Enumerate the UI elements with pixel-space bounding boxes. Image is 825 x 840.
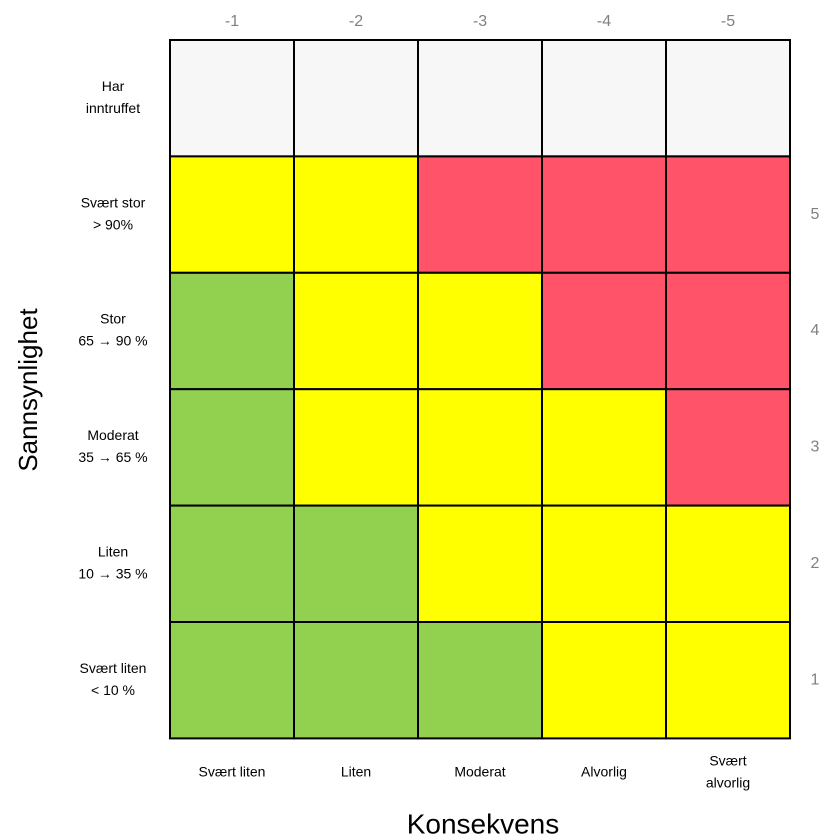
column-number: -5 [721,13,735,30]
y-axis-title: Sannsynlighet [13,308,43,472]
cell [293,155,419,274]
row-label: Har [102,78,125,94]
column-number: -3 [473,13,487,30]
row-label: Liten [98,544,128,560]
cell [541,155,667,274]
cell [665,621,791,740]
x-axis-title: Konsekvens [407,808,560,839]
cell [665,155,791,274]
column-label: Moderat [454,764,505,780]
row-label: Svært stor [81,194,146,210]
cell [169,39,295,158]
cell [169,388,295,507]
cell [541,388,667,507]
cell [541,621,667,740]
cell [417,155,543,274]
cell [293,39,419,158]
column-label: Svært liten [199,764,266,780]
row-number: 1 [811,671,820,688]
cell [169,621,295,740]
cell [293,271,419,391]
cell [541,271,667,391]
cell [417,271,543,391]
row-label: Svært liten [80,660,147,676]
cell [417,39,543,158]
cell [293,621,419,740]
cell [541,504,667,624]
cell [169,271,295,391]
cell [417,388,543,507]
row-number: 5 [811,206,820,223]
column-label: Alvorlig [581,764,627,780]
row-label: 10 → 35 % [78,566,147,582]
row-label: > 90% [93,216,133,232]
row-label: 65 → 90 % [78,333,147,349]
cell [169,155,295,274]
column-number: -1 [225,13,239,30]
cell [665,271,791,391]
cell [293,388,419,507]
column-number: -4 [597,13,611,30]
row-number: 4 [811,322,820,339]
row-number: 3 [811,439,820,456]
column-label: Svært [709,753,746,769]
cell [169,504,295,624]
cell [665,39,791,158]
row-number: 2 [811,555,820,572]
cell [665,388,791,507]
cell [417,621,543,740]
row-label: Stor [100,311,126,327]
cell [665,504,791,624]
cell [417,504,543,624]
row-label: inntruffet [86,100,140,116]
column-label: alvorlig [706,775,750,791]
column-number: -2 [349,13,363,30]
row-label: Moderat [87,427,138,443]
cell [541,39,667,158]
cell [293,504,419,624]
row-label: < 10 % [91,682,135,698]
row-label: 35 → 65 % [78,449,147,465]
column-label: Liten [341,764,371,780]
